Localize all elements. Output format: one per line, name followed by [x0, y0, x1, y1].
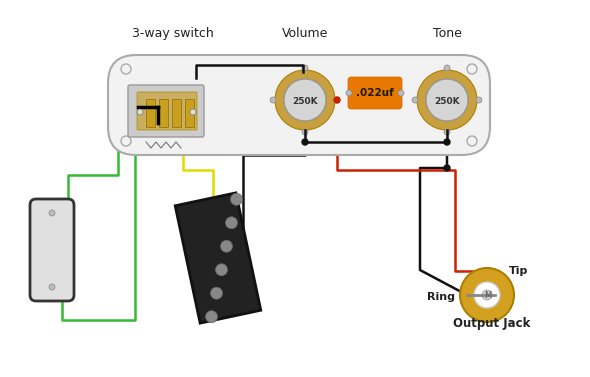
- Circle shape: [225, 217, 238, 229]
- Text: M: M: [484, 291, 491, 299]
- Circle shape: [302, 139, 308, 145]
- Circle shape: [482, 290, 492, 300]
- Text: .022uf: .022uf: [356, 88, 394, 98]
- FancyBboxPatch shape: [348, 77, 402, 109]
- Polygon shape: [175, 193, 261, 323]
- Circle shape: [215, 264, 228, 276]
- Bar: [172, 99, 181, 127]
- Circle shape: [444, 139, 450, 145]
- Text: 3-way switch: 3-way switch: [132, 27, 214, 40]
- Text: Tip: Tip: [509, 266, 529, 276]
- Circle shape: [137, 109, 143, 115]
- Circle shape: [49, 210, 55, 216]
- FancyBboxPatch shape: [137, 92, 197, 130]
- Circle shape: [121, 136, 131, 146]
- FancyBboxPatch shape: [108, 55, 490, 155]
- Text: Output Jack: Output Jack: [453, 317, 530, 330]
- Circle shape: [444, 129, 450, 135]
- Circle shape: [334, 97, 340, 103]
- Circle shape: [474, 282, 500, 308]
- Bar: [159, 99, 168, 127]
- Circle shape: [460, 268, 514, 322]
- FancyBboxPatch shape: [128, 85, 204, 137]
- Circle shape: [412, 97, 418, 103]
- Bar: [146, 99, 155, 127]
- Circle shape: [49, 284, 55, 290]
- Circle shape: [270, 97, 276, 103]
- Circle shape: [444, 65, 450, 71]
- Circle shape: [190, 109, 196, 115]
- FancyBboxPatch shape: [30, 199, 74, 301]
- Text: Volume: Volume: [282, 27, 328, 40]
- Circle shape: [205, 311, 218, 323]
- Text: Tone: Tone: [432, 27, 461, 40]
- Circle shape: [398, 90, 404, 96]
- Circle shape: [221, 240, 232, 252]
- Circle shape: [444, 165, 450, 171]
- Text: 250K: 250K: [434, 97, 460, 106]
- Circle shape: [121, 64, 131, 74]
- Circle shape: [467, 64, 477, 74]
- Circle shape: [284, 79, 326, 121]
- Circle shape: [476, 97, 482, 103]
- Wedge shape: [417, 70, 477, 130]
- Circle shape: [211, 287, 222, 299]
- Circle shape: [346, 90, 352, 96]
- Wedge shape: [275, 70, 335, 130]
- Circle shape: [302, 129, 308, 135]
- Text: 250K: 250K: [292, 97, 318, 106]
- Circle shape: [334, 97, 340, 103]
- Text: Ring: Ring: [427, 292, 455, 302]
- Circle shape: [302, 65, 308, 71]
- Circle shape: [426, 79, 468, 121]
- Circle shape: [467, 136, 477, 146]
- Circle shape: [231, 193, 242, 205]
- Bar: [185, 99, 194, 127]
